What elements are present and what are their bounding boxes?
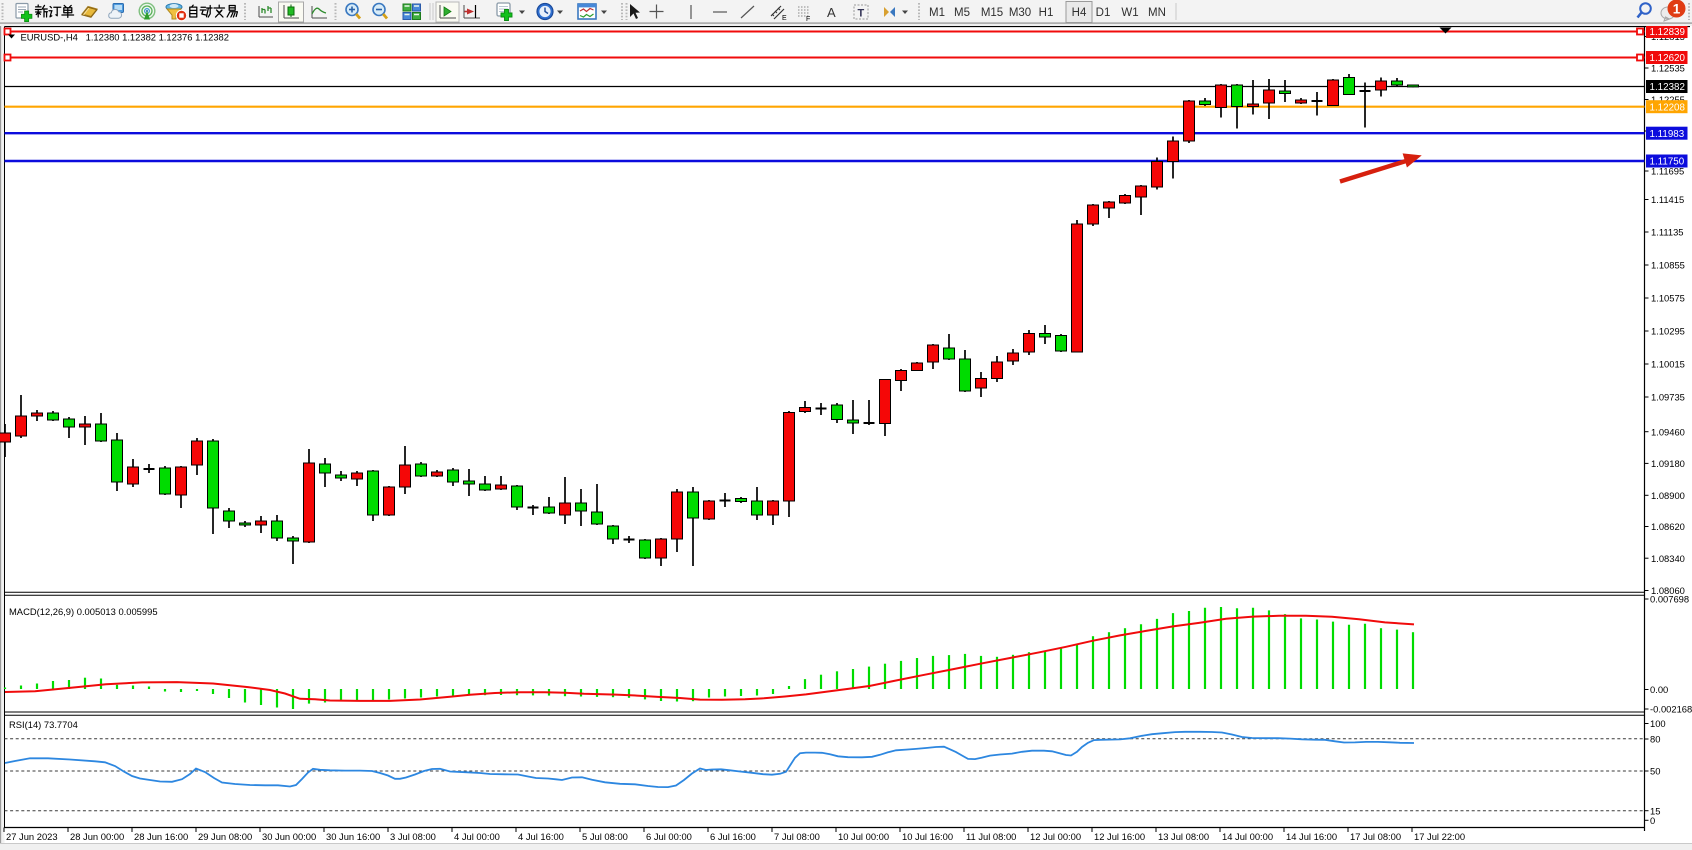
svg-text:28 Jun 00:00: 28 Jun 00:00	[70, 831, 124, 842]
svg-text:1.11135: 1.11135	[1651, 227, 1684, 238]
svg-text:1.11983: 1.11983	[1650, 129, 1685, 140]
svg-text:14 Jul 00:00: 14 Jul 00:00	[1222, 831, 1273, 842]
svg-text:28 Jun 16:00: 28 Jun 16:00	[134, 831, 188, 842]
svg-text:6 Jul 00:00: 6 Jul 00:00	[646, 831, 692, 842]
svg-text:H4: H4	[1072, 7, 1087, 19]
svg-text:1.08900: 1.08900	[1651, 490, 1685, 501]
svg-text:1.10295: 1.10295	[1651, 326, 1685, 337]
svg-text:1.11695: 1.11695	[1651, 166, 1684, 177]
svg-text:80: 80	[1650, 734, 1660, 745]
svg-text:4 Jul 16:00: 4 Jul 16:00	[518, 831, 564, 842]
svg-text:12 Jul 16:00: 12 Jul 16:00	[1094, 831, 1145, 842]
svg-text:1.12839: 1.12839	[1650, 27, 1685, 38]
svg-text:3 Jul 08:00: 3 Jul 08:00	[390, 831, 436, 842]
svg-text:T: T	[858, 8, 865, 20]
svg-text:11 Jul 08:00: 11 Jul 08:00	[966, 831, 1016, 842]
svg-text:50: 50	[1650, 766, 1660, 777]
svg-text:27 Jun 2023: 27 Jun 2023	[6, 831, 58, 842]
svg-text:MACD(12,26,9) 0.005013 0.00599: MACD(12,26,9) 0.005013 0.005995	[9, 606, 158, 617]
svg-text:1.10015: 1.10015	[1651, 359, 1685, 370]
svg-text:RSI(14) 73.7704: RSI(14) 73.7704	[9, 719, 78, 730]
svg-text:M1: M1	[929, 7, 945, 19]
svg-text:0.007698: 0.007698	[1650, 594, 1689, 605]
svg-text:-0.002168: -0.002168	[1650, 704, 1692, 715]
svg-text:1.12620: 1.12620	[1650, 53, 1686, 64]
svg-text:1.08340: 1.08340	[1651, 553, 1685, 564]
svg-text:1.11750: 1.11750	[1650, 157, 1685, 168]
svg-text:1.08620: 1.08620	[1651, 521, 1685, 532]
svg-text:5 Jul 08:00: 5 Jul 08:00	[582, 831, 628, 842]
svg-text:1.09735: 1.09735	[1651, 392, 1685, 403]
svg-text:M15: M15	[981, 7, 1003, 19]
svg-text:0.00: 0.00	[1650, 684, 1668, 695]
svg-text:M30: M30	[1009, 7, 1031, 19]
svg-text:1.10855: 1.10855	[1651, 260, 1685, 271]
svg-text:MN: MN	[1148, 7, 1166, 19]
svg-text:10 Jul 16:00: 10 Jul 16:00	[902, 831, 953, 842]
svg-text:30 Jun 00:00: 30 Jun 00:00	[262, 831, 316, 842]
svg-text:1.09180: 1.09180	[1651, 458, 1685, 469]
svg-text:1.12382: 1.12382	[1650, 82, 1685, 93]
svg-text:F: F	[806, 16, 810, 23]
svg-text:10 Jul 00:00: 10 Jul 00:00	[838, 831, 889, 842]
svg-text:W1: W1	[1121, 7, 1138, 19]
svg-text:1.12255: 1.12255	[1651, 94, 1685, 105]
svg-text:17 Jul 08:00: 17 Jul 08:00	[1350, 831, 1401, 842]
svg-text:100: 100	[1650, 718, 1666, 729]
svg-text:14 Jul 16:00: 14 Jul 16:00	[1286, 831, 1337, 842]
svg-text:12 Jul 00:00: 12 Jul 00:00	[1030, 831, 1081, 842]
svg-text:7 Jul 08:00: 7 Jul 08:00	[774, 831, 820, 842]
svg-text:17 Jul 22:00: 17 Jul 22:00	[1414, 831, 1465, 842]
svg-text:1.12535: 1.12535	[1651, 63, 1685, 74]
svg-text:1.10575: 1.10575	[1651, 293, 1685, 304]
svg-text:4 Jul 00:00: 4 Jul 00:00	[454, 831, 500, 842]
svg-text:1.09460: 1.09460	[1651, 426, 1685, 437]
svg-text:1.11415: 1.11415	[1651, 194, 1684, 205]
svg-text:30 Jun 16:00: 30 Jun 16:00	[326, 831, 380, 842]
svg-text:H1: H1	[1039, 7, 1054, 19]
svg-text:13 Jul 08:00: 13 Jul 08:00	[1158, 831, 1209, 842]
svg-text:1.12208: 1.12208	[1650, 102, 1686, 113]
svg-text:D1: D1	[1096, 7, 1111, 19]
svg-text:EURUSD-,H4 1.12380 1.12382 1: EURUSD-,H4 1.12380 1.12382 1.12376 1.123…	[21, 32, 229, 43]
svg-text:15: 15	[1650, 805, 1660, 816]
svg-text:6 Jul 16:00: 6 Jul 16:00	[710, 831, 756, 842]
svg-text:M5: M5	[954, 7, 970, 19]
svg-text:0: 0	[1650, 815, 1655, 826]
svg-text:29 Jun 08:00: 29 Jun 08:00	[198, 831, 252, 842]
svg-text:1: 1	[1673, 1, 1681, 16]
svg-text:E: E	[782, 15, 787, 22]
svg-text:A: A	[827, 5, 836, 20]
svg-text:1.08060: 1.08060	[1651, 585, 1685, 596]
